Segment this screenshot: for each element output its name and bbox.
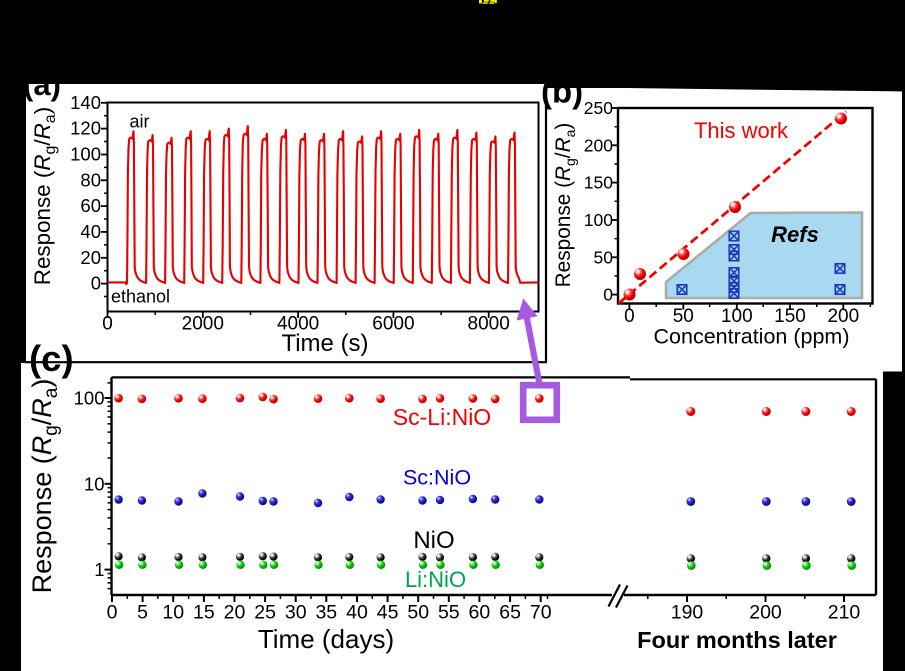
- svg-text:190: 190: [671, 602, 704, 624]
- svg-text:2000: 2000: [182, 314, 224, 335]
- svg-text:100: 100: [721, 306, 753, 327]
- svg-text:40: 40: [80, 221, 101, 242]
- svg-text:30: 30: [285, 602, 307, 624]
- svg-text:150: 150: [774, 306, 806, 327]
- svg-text:This work: This work: [694, 118, 789, 143]
- svg-text:140: 140: [70, 92, 101, 113]
- svg-text:25: 25: [254, 602, 276, 624]
- svg-text:NiO: NiO: [413, 527, 454, 554]
- svg-text:Time (s): Time (s): [281, 330, 368, 357]
- svg-text:250: 250: [584, 98, 613, 118]
- svg-text:Sc-Li:NiO: Sc-Li:NiO: [393, 404, 491, 430]
- svg-text:200: 200: [827, 306, 859, 327]
- svg-text:Li:NiO: Li:NiO: [405, 567, 466, 592]
- svg-text:40: 40: [346, 602, 368, 624]
- svg-text:55: 55: [438, 602, 460, 624]
- svg-text:60: 60: [469, 602, 491, 624]
- svg-text:45: 45: [377, 602, 399, 624]
- svg-text:0: 0: [102, 314, 113, 335]
- svg-text:60: 60: [80, 195, 101, 216]
- svg-text:200: 200: [749, 602, 782, 624]
- svg-text:4000: 4000: [277, 314, 319, 335]
- svg-text:Response (Rg/Ra): Response (Rg/Ra): [552, 123, 578, 288]
- svg-text:50: 50: [594, 247, 614, 267]
- svg-text:100: 100: [74, 388, 105, 409]
- svg-text:5: 5: [137, 602, 148, 624]
- svg-text:20: 20: [80, 247, 101, 268]
- svg-text:air: air: [130, 112, 150, 132]
- svg-text:Refs: Refs: [771, 222, 819, 247]
- svg-text:10: 10: [162, 602, 184, 624]
- svg-text:210: 210: [828, 602, 861, 624]
- svg-text:0: 0: [107, 602, 118, 624]
- svg-text:200: 200: [584, 135, 613, 155]
- svg-text:35: 35: [315, 602, 337, 624]
- svg-text:50: 50: [673, 306, 694, 327]
- svg-text:20: 20: [224, 602, 246, 624]
- svg-text:8000: 8000: [468, 314, 510, 335]
- svg-text:10: 10: [84, 473, 105, 494]
- svg-text:0: 0: [91, 273, 101, 294]
- svg-text:100: 100: [584, 210, 613, 230]
- svg-text:50: 50: [407, 602, 429, 624]
- svg-text:ethanol: ethanol: [111, 287, 170, 307]
- svg-text:80: 80: [80, 169, 101, 190]
- svg-text:Response (Rg/Ra): Response (Rg/Ra): [27, 379, 62, 594]
- svg-text:15: 15: [193, 602, 215, 624]
- svg-text:Sc:NiO: Sc:NiO: [403, 466, 471, 490]
- svg-text:0: 0: [603, 285, 613, 305]
- svg-text:1: 1: [94, 559, 104, 580]
- svg-text:Time (days): Time (days): [258, 624, 394, 654]
- svg-text:Response (Rg/Ra): Response (Rg/Ra): [30, 107, 59, 285]
- svg-text:Four months later: Four months later: [637, 627, 837, 653]
- svg-text:Concentration (ppm): Concentration (ppm): [654, 325, 850, 349]
- svg-text:6000: 6000: [372, 314, 414, 335]
- svg-text:100: 100: [70, 144, 101, 165]
- svg-text:0: 0: [624, 306, 635, 327]
- svg-text:150: 150: [584, 173, 613, 193]
- svg-text:120: 120: [70, 118, 101, 139]
- svg-text:70: 70: [530, 602, 552, 624]
- svg-text:65: 65: [499, 602, 521, 624]
- svg-text:(c): (c): [29, 338, 74, 379]
